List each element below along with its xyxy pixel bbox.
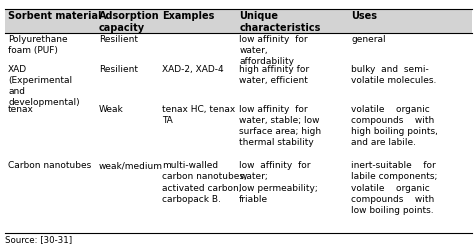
Text: low affinity  for
water, stable; low
surface area; high
thermal stability: low affinity for water, stable; low surf… — [239, 105, 321, 147]
Text: Weak: Weak — [99, 105, 124, 114]
Text: general: general — [351, 35, 386, 44]
Text: tenax HC, tenax
TA: tenax HC, tenax TA — [162, 105, 236, 125]
Text: Polyurethane
foam (PUF): Polyurethane foam (PUF) — [8, 35, 68, 55]
Text: XAD
(Experimental
and
developmental): XAD (Experimental and developmental) — [8, 64, 80, 107]
Text: Uses: Uses — [351, 11, 377, 21]
Text: multi-walled
carbon nanotubes,
activated carbon,
carbopack B.: multi-walled carbon nanotubes, activated… — [162, 161, 247, 204]
Text: Source: [30-31]: Source: [30-31] — [5, 236, 72, 245]
Text: Adsorption
capacity: Adsorption capacity — [99, 11, 160, 33]
Text: weak/medium: weak/medium — [99, 161, 163, 170]
Text: XAD-2, XAD-4: XAD-2, XAD-4 — [162, 64, 224, 74]
Text: Resilient: Resilient — [99, 64, 138, 74]
Text: bulky  and  semi-
volatile molecules.: bulky and semi- volatile molecules. — [351, 64, 437, 85]
Text: low affinity  for
water,
affordability: low affinity for water, affordability — [239, 35, 308, 66]
Text: tenax: tenax — [8, 105, 34, 114]
Text: Sorbent material: Sorbent material — [8, 11, 101, 21]
Text: Examples: Examples — [162, 11, 215, 21]
Text: Carbon nanotubes: Carbon nanotubes — [8, 161, 91, 170]
Text: volatile    organic
compounds    with
high boiling points,
and are labile.: volatile organic compounds with high boi… — [351, 105, 438, 147]
Text: Resilient: Resilient — [99, 35, 138, 44]
Text: Unique
characteristics: Unique characteristics — [239, 11, 320, 33]
Text: high affinity for
water, efficient: high affinity for water, efficient — [239, 64, 310, 85]
Text: inert-suitable    for
labile components;
volatile    organic
compounds    with
l: inert-suitable for labile components; vo… — [351, 161, 438, 215]
Text: low  affinity  for
water;
low permeability;
friable: low affinity for water; low permeability… — [239, 161, 318, 204]
Bar — [5, 9, 472, 33]
